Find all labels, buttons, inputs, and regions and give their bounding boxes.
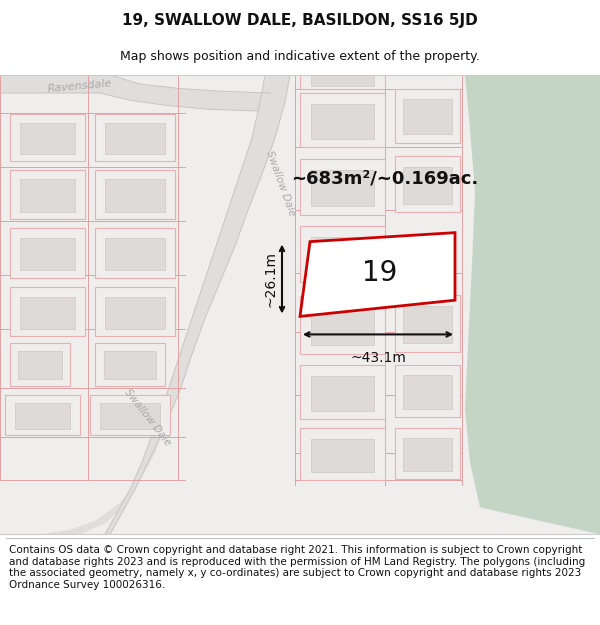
Bar (10, 228, 85, 278)
Text: 19, SWALLOW DALE, BASILDON, SS16 5JD: 19, SWALLOW DALE, BASILDON, SS16 5JD (122, 14, 478, 29)
Bar (18, 351, 62, 379)
Bar (311, 170, 374, 206)
Bar (95, 342, 165, 386)
Bar (311, 104, 374, 139)
Bar (95, 114, 175, 161)
Bar (403, 438, 452, 471)
Bar (20, 297, 75, 329)
Polygon shape (0, 75, 270, 111)
Bar (311, 238, 374, 274)
Bar (106, 297, 164, 329)
Bar (300, 226, 385, 282)
Text: Swallow Dale: Swallow Dale (265, 149, 298, 218)
Bar (104, 351, 156, 379)
Bar (5, 395, 80, 435)
Bar (90, 395, 170, 435)
Bar (403, 306, 452, 343)
Text: 19: 19 (362, 259, 398, 287)
Bar (300, 159, 385, 214)
Text: Ravensdale: Ravensdale (47, 78, 113, 94)
Bar (300, 365, 385, 419)
Text: Map shows position and indicative extent of the property.: Map shows position and indicative extent… (120, 50, 480, 62)
Text: ~26.1m: ~26.1m (263, 251, 277, 307)
Bar (10, 169, 85, 219)
Bar (403, 168, 452, 204)
Bar (106, 123, 164, 154)
Text: ~43.1m: ~43.1m (350, 351, 406, 364)
Text: Contains OS data © Crown copyright and database right 2021. This information is : Contains OS data © Crown copyright and d… (9, 545, 585, 590)
Polygon shape (300, 232, 455, 316)
Bar (100, 403, 160, 429)
Bar (95, 169, 175, 219)
Bar (395, 89, 460, 142)
Text: ~683m²/~0.169ac.: ~683m²/~0.169ac. (292, 169, 479, 187)
Bar (403, 376, 452, 409)
Polygon shape (105, 75, 290, 534)
Bar (395, 156, 460, 212)
Polygon shape (0, 426, 165, 534)
Bar (395, 295, 460, 351)
Bar (395, 428, 460, 479)
Bar (395, 365, 460, 418)
Bar (300, 71, 385, 89)
Polygon shape (465, 75, 600, 534)
Bar (106, 179, 164, 212)
Bar (311, 74, 374, 86)
Bar (20, 179, 75, 212)
Bar (311, 376, 374, 411)
Bar (10, 342, 70, 386)
Bar (300, 93, 385, 147)
Bar (15, 403, 70, 429)
Bar (311, 439, 374, 472)
Bar (20, 238, 75, 270)
Bar (403, 99, 452, 134)
Bar (10, 287, 85, 336)
Bar (106, 238, 164, 270)
Text: Swallow Dale: Swallow Dale (123, 387, 173, 448)
Bar (95, 228, 175, 278)
Bar (20, 123, 75, 154)
Bar (300, 428, 385, 481)
Bar (311, 308, 374, 346)
Bar (10, 114, 85, 161)
Bar (95, 287, 175, 336)
Bar (300, 296, 385, 354)
